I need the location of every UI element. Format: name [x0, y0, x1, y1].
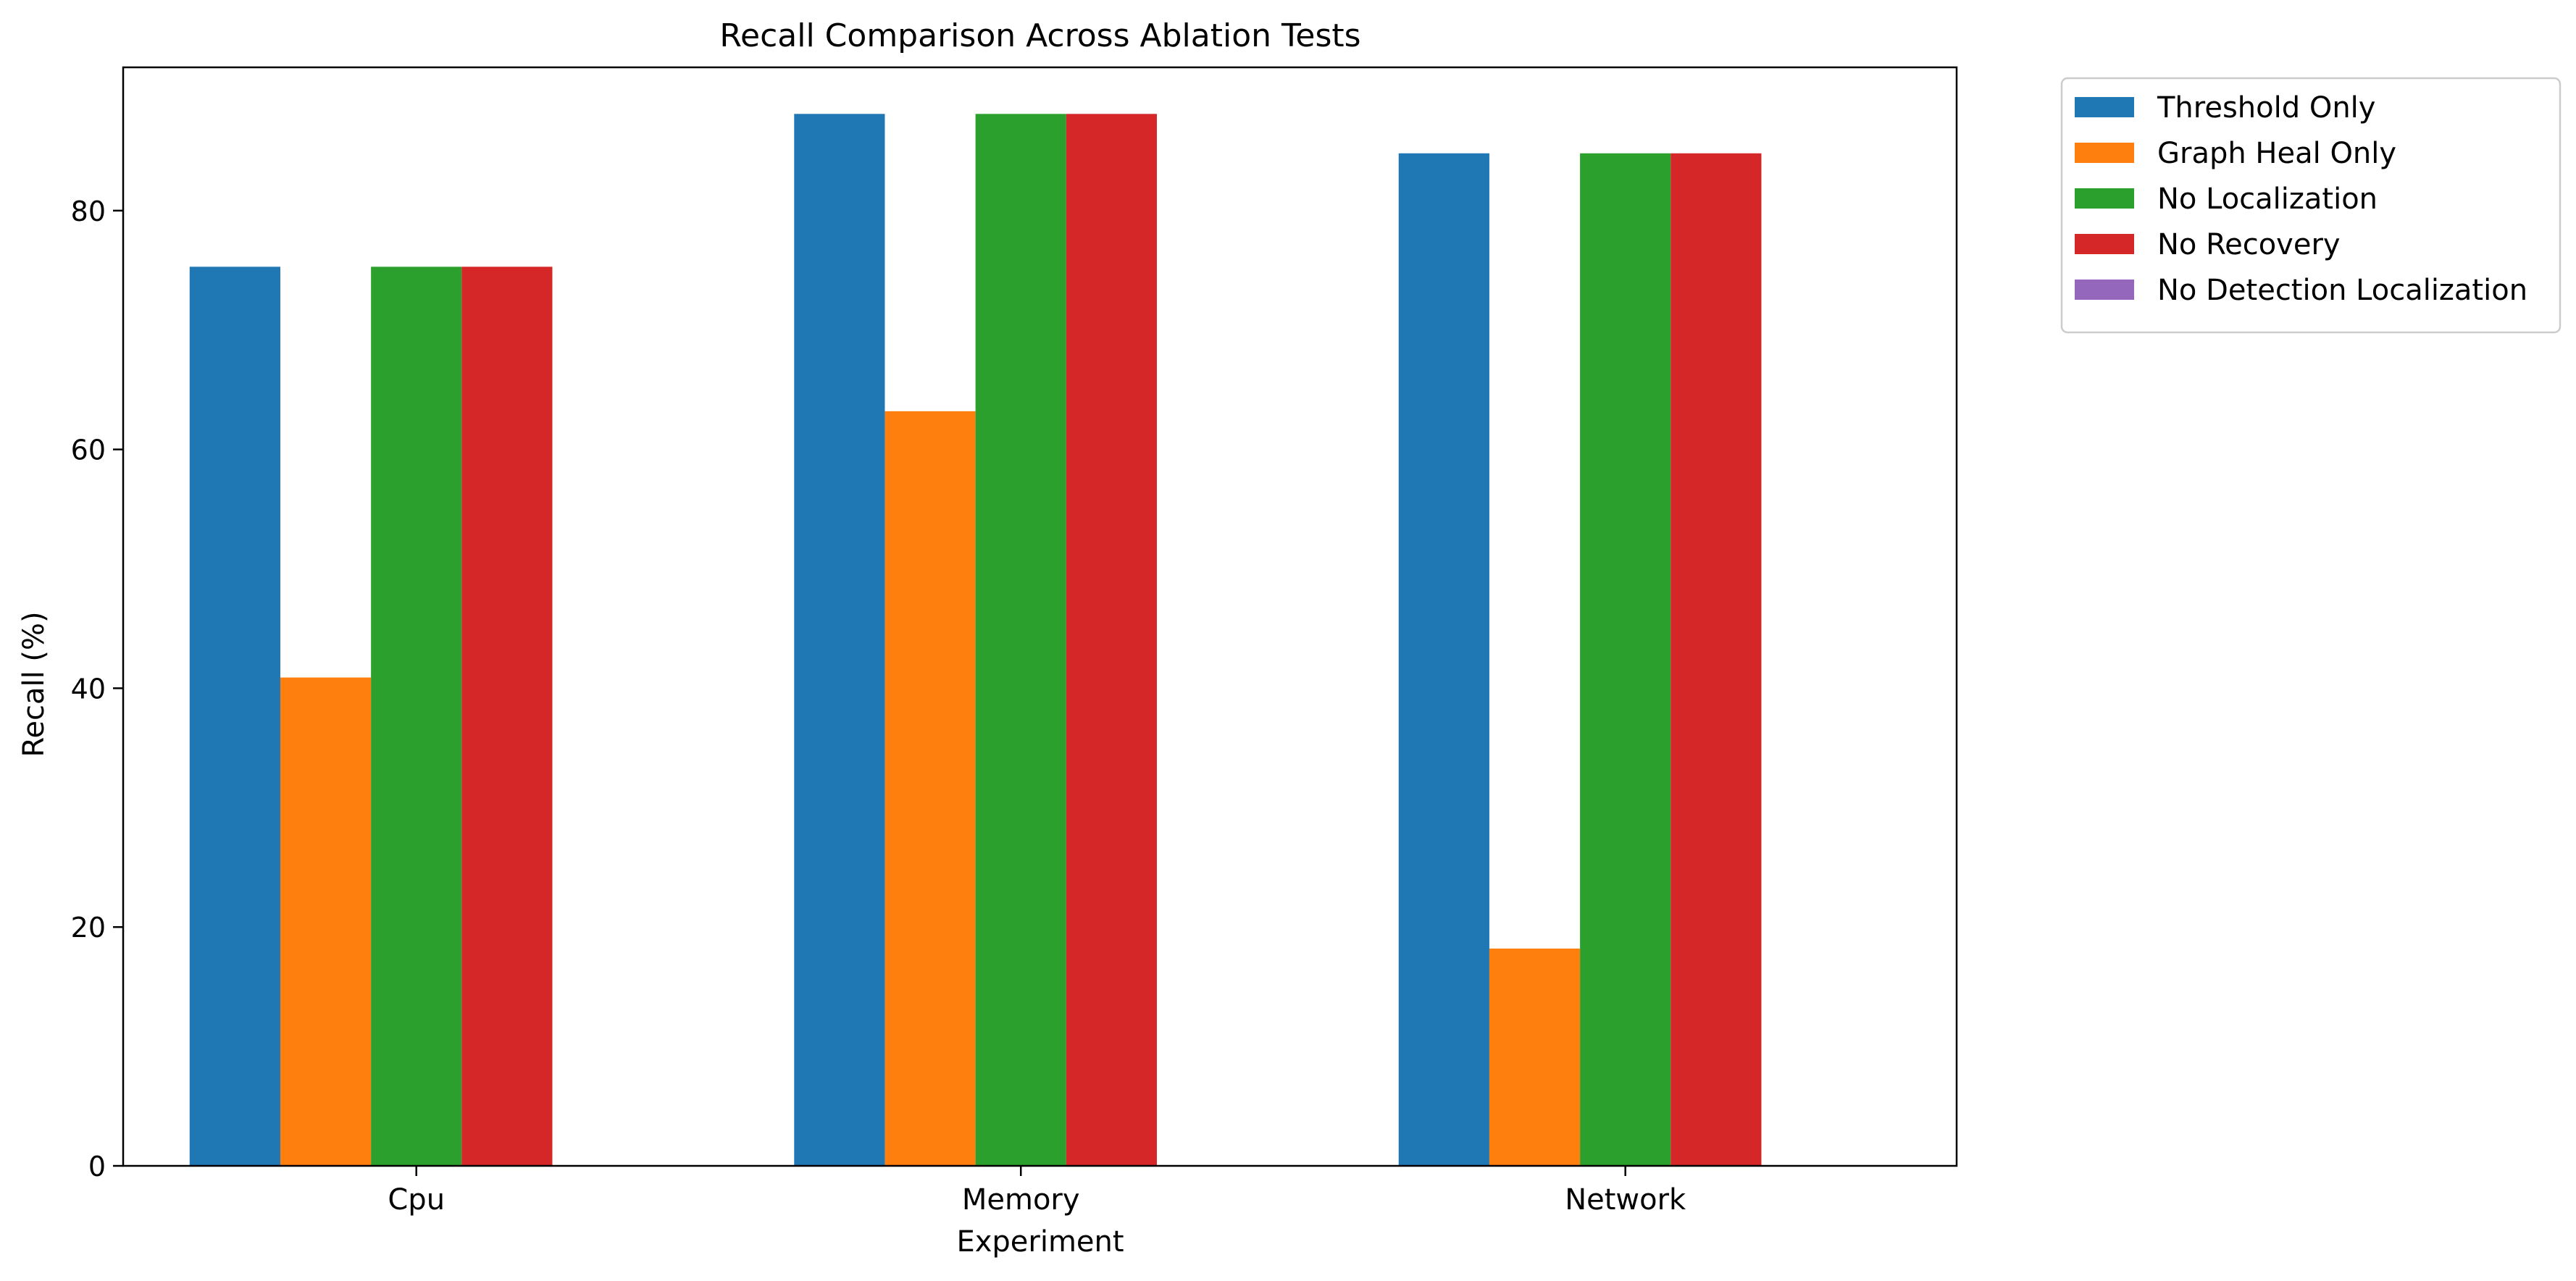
bar-no-localization-memory: [975, 114, 1066, 1166]
x-tick-label: Memory: [962, 1183, 1080, 1217]
bar-no-recovery-cpu: [461, 266, 553, 1167]
legend-swatch: [2075, 280, 2134, 300]
legend-label: No Localization: [2157, 182, 2378, 216]
y-axis-title: Recall (%): [17, 611, 51, 757]
chart-title: Recall Comparison Across Ablation Tests: [719, 17, 1360, 54]
bar-no-recovery-memory: [1066, 114, 1157, 1166]
bar-graph-heal-only-cpu: [280, 677, 372, 1166]
legend-swatch: [2075, 143, 2134, 163]
bar-threshold-only-memory: [794, 114, 885, 1166]
legend-swatch: [2075, 234, 2134, 254]
legend-label: No Detection Localization: [2157, 274, 2527, 307]
bar-threshold-only-network: [1398, 153, 1489, 1167]
bar-graph-heal-only-network: [1489, 948, 1581, 1166]
y-tick-label: 0: [88, 1151, 106, 1183]
legend-box: [2060, 77, 2562, 334]
axes-layer: 0 20 40 60 80 Cpu Memory Network: [71, 66, 1958, 1217]
y-tick-label: 40: [71, 673, 106, 705]
y-tick-label: 60: [71, 434, 106, 466]
y-tick-label: 20: [71, 912, 106, 944]
plot-frame: [122, 66, 1958, 1167]
legend-label: No Recovery: [2157, 228, 2341, 261]
bar-no-localization-network: [1580, 153, 1671, 1167]
bar-graph-heal-only-memory: [885, 411, 976, 1166]
legend-swatch: [2075, 97, 2134, 117]
legend: Threshold Only Graph Heal Only No Localiza…: [2060, 77, 2562, 334]
legend-label: Threshold Only: [2157, 91, 2375, 125]
x-tick-label: Cpu: [388, 1183, 445, 1217]
legend-swatch: [2075, 188, 2134, 209]
bar-threshold-only-cpu: [189, 266, 280, 1167]
bar-no-localization-cpu: [371, 266, 462, 1167]
legend-label: Graph Heal Only: [2157, 137, 2396, 170]
bars-layer: [189, 114, 1762, 1167]
bar-no-recovery-network: [1670, 153, 1762, 1167]
x-tick-label: Network: [1565, 1183, 1686, 1217]
x-axis-title: Experiment: [956, 1225, 1124, 1259]
y-tick-label: 80: [71, 196, 106, 227]
